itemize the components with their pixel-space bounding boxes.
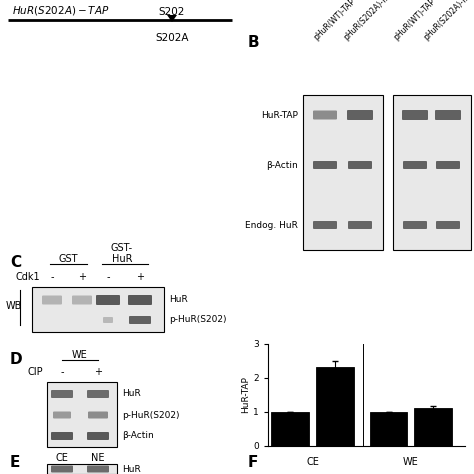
- Text: pHuR(S202A)-TAP: pHuR(S202A)-TAP: [422, 0, 474, 42]
- Polygon shape: [167, 15, 177, 22]
- Text: WE: WE: [72, 350, 88, 360]
- Text: D: D: [10, 352, 23, 367]
- FancyBboxPatch shape: [313, 110, 337, 119]
- Text: F: F: [248, 455, 258, 470]
- Text: GST: GST: [58, 254, 78, 264]
- FancyBboxPatch shape: [402, 110, 428, 120]
- FancyBboxPatch shape: [88, 411, 108, 419]
- Text: +: +: [136, 272, 144, 282]
- Text: CE: CE: [306, 457, 319, 467]
- Text: β-Actin: β-Actin: [122, 431, 154, 440]
- Text: Endog. HuR: Endog. HuR: [245, 220, 298, 229]
- Text: -: -: [50, 272, 54, 282]
- Text: Cdk1: Cdk1: [15, 272, 40, 282]
- Text: β-Actin: β-Actin: [266, 161, 298, 170]
- Text: -: -: [106, 272, 110, 282]
- Bar: [414, 408, 452, 446]
- Bar: [272, 411, 309, 446]
- FancyBboxPatch shape: [96, 295, 120, 305]
- Text: CE: CE: [55, 453, 68, 463]
- FancyBboxPatch shape: [313, 221, 337, 229]
- Text: $\it{HuR(S202A)-TAP}$: $\it{HuR(S202A)-TAP}$: [12, 4, 109, 17]
- Bar: [370, 411, 407, 446]
- Bar: [47, 464, 117, 474]
- Bar: [393, 95, 471, 250]
- Text: p-HuR(S202): p-HuR(S202): [122, 410, 180, 419]
- FancyBboxPatch shape: [347, 110, 373, 120]
- Text: HuR: HuR: [169, 295, 188, 304]
- FancyBboxPatch shape: [348, 161, 372, 169]
- Bar: [32, 287, 164, 332]
- FancyBboxPatch shape: [42, 295, 62, 304]
- Text: HuR: HuR: [122, 390, 141, 399]
- FancyBboxPatch shape: [87, 432, 109, 440]
- Bar: [303, 95, 383, 250]
- Text: pHuR(S202A)-TAP: pHuR(S202A)-TAP: [342, 0, 395, 42]
- Text: CIP: CIP: [27, 367, 43, 377]
- Text: HuR-TAP: HuR-TAP: [261, 110, 298, 119]
- Text: pHuR(WT)-TAP: pHuR(WT)-TAP: [311, 0, 357, 42]
- Text: WE: WE: [403, 457, 419, 467]
- Text: GST-
HuR: GST- HuR: [111, 243, 133, 264]
- FancyBboxPatch shape: [53, 411, 71, 419]
- FancyBboxPatch shape: [128, 295, 152, 305]
- Text: +: +: [78, 272, 86, 282]
- Text: C: C: [10, 255, 21, 270]
- Text: +: +: [94, 367, 102, 377]
- FancyBboxPatch shape: [87, 390, 109, 398]
- Text: NE: NE: [91, 453, 105, 463]
- Bar: [316, 367, 354, 446]
- FancyBboxPatch shape: [72, 295, 92, 304]
- FancyBboxPatch shape: [51, 432, 73, 440]
- FancyBboxPatch shape: [51, 390, 73, 398]
- Text: pHuR(WT)-TAP: pHuR(WT)-TAP: [392, 0, 437, 42]
- FancyBboxPatch shape: [403, 161, 427, 169]
- FancyBboxPatch shape: [129, 316, 151, 324]
- Y-axis label: HuR-TAP: HuR-TAP: [241, 376, 250, 413]
- FancyBboxPatch shape: [348, 221, 372, 229]
- FancyBboxPatch shape: [87, 465, 109, 473]
- FancyBboxPatch shape: [436, 161, 460, 169]
- Text: WB: WB: [6, 301, 22, 311]
- FancyBboxPatch shape: [51, 465, 73, 473]
- FancyBboxPatch shape: [435, 110, 461, 120]
- Text: S202A: S202A: [155, 33, 189, 43]
- Text: p-HuR(S202): p-HuR(S202): [169, 316, 227, 325]
- Text: E: E: [10, 455, 20, 470]
- FancyBboxPatch shape: [436, 221, 460, 229]
- Text: S202: S202: [159, 7, 185, 17]
- FancyBboxPatch shape: [103, 317, 113, 323]
- Text: HuR: HuR: [122, 465, 141, 474]
- Text: B: B: [248, 35, 260, 50]
- FancyBboxPatch shape: [313, 161, 337, 169]
- Text: -: -: [60, 367, 64, 377]
- FancyBboxPatch shape: [403, 221, 427, 229]
- Bar: [47, 382, 117, 447]
